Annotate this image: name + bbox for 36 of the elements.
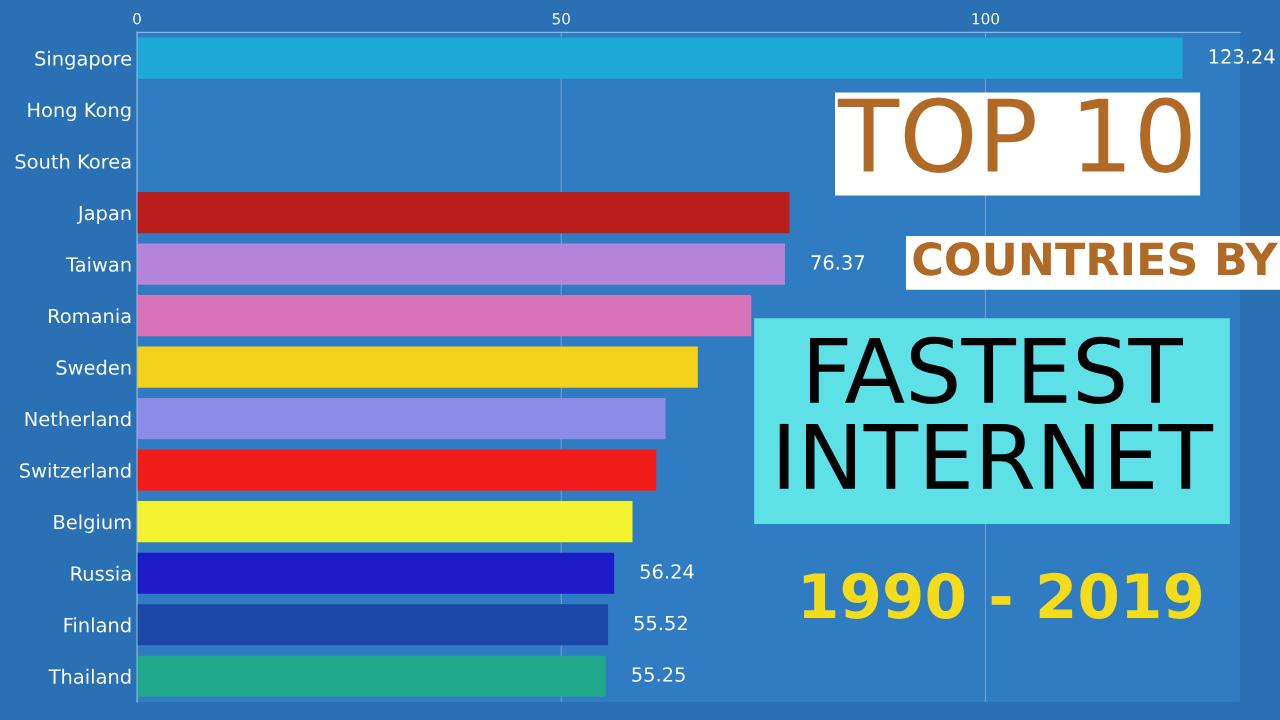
bar xyxy=(137,604,609,646)
text: COUNTRIES BY xyxy=(913,242,1278,276)
y-tick-label: Netherland xyxy=(25,411,131,427)
text: TOP 10 xyxy=(837,97,1191,174)
y-tick-label: Finland xyxy=(64,617,131,633)
y-tick-label: Singapore xyxy=(35,50,132,70)
bar xyxy=(137,346,698,388)
y-tick-label: Hong Kong xyxy=(28,102,131,122)
y-tick-label: Japan xyxy=(76,205,131,225)
y-tick-label: Belgium xyxy=(54,514,131,534)
x-tick-label: 50 xyxy=(552,13,570,25)
y-tick-label: Thailand xyxy=(48,668,131,684)
bar xyxy=(137,449,657,491)
annotation: 1990 - 2019 xyxy=(803,572,1202,619)
y-tick-label: Switzerland xyxy=(20,462,131,478)
data-label: 55.52 xyxy=(634,615,687,631)
bar xyxy=(137,295,752,337)
data-label: 123.24 xyxy=(1209,49,1275,64)
y-tick-label: Sweden xyxy=(56,359,131,375)
bar xyxy=(137,501,633,543)
y-tick-label: Taiwan xyxy=(65,256,131,272)
annotation: FASTEST INTERNET xyxy=(779,336,1214,489)
y-tick-label: South Korea xyxy=(15,153,131,169)
y-tick-label: Romania xyxy=(49,308,131,324)
bar xyxy=(137,552,615,594)
data-label: 56.24 xyxy=(640,564,694,579)
data-label: 76.37 xyxy=(811,255,864,270)
bar xyxy=(137,243,785,285)
bar xyxy=(137,398,666,440)
data-label: 55.25 xyxy=(632,667,685,682)
x-tick-label: 0 xyxy=(133,13,141,25)
x-tick-label: 100 xyxy=(972,13,1000,25)
y-tick-label: Russia xyxy=(71,565,131,581)
bar xyxy=(137,192,790,234)
bar xyxy=(137,655,606,697)
bar xyxy=(137,37,1183,79)
